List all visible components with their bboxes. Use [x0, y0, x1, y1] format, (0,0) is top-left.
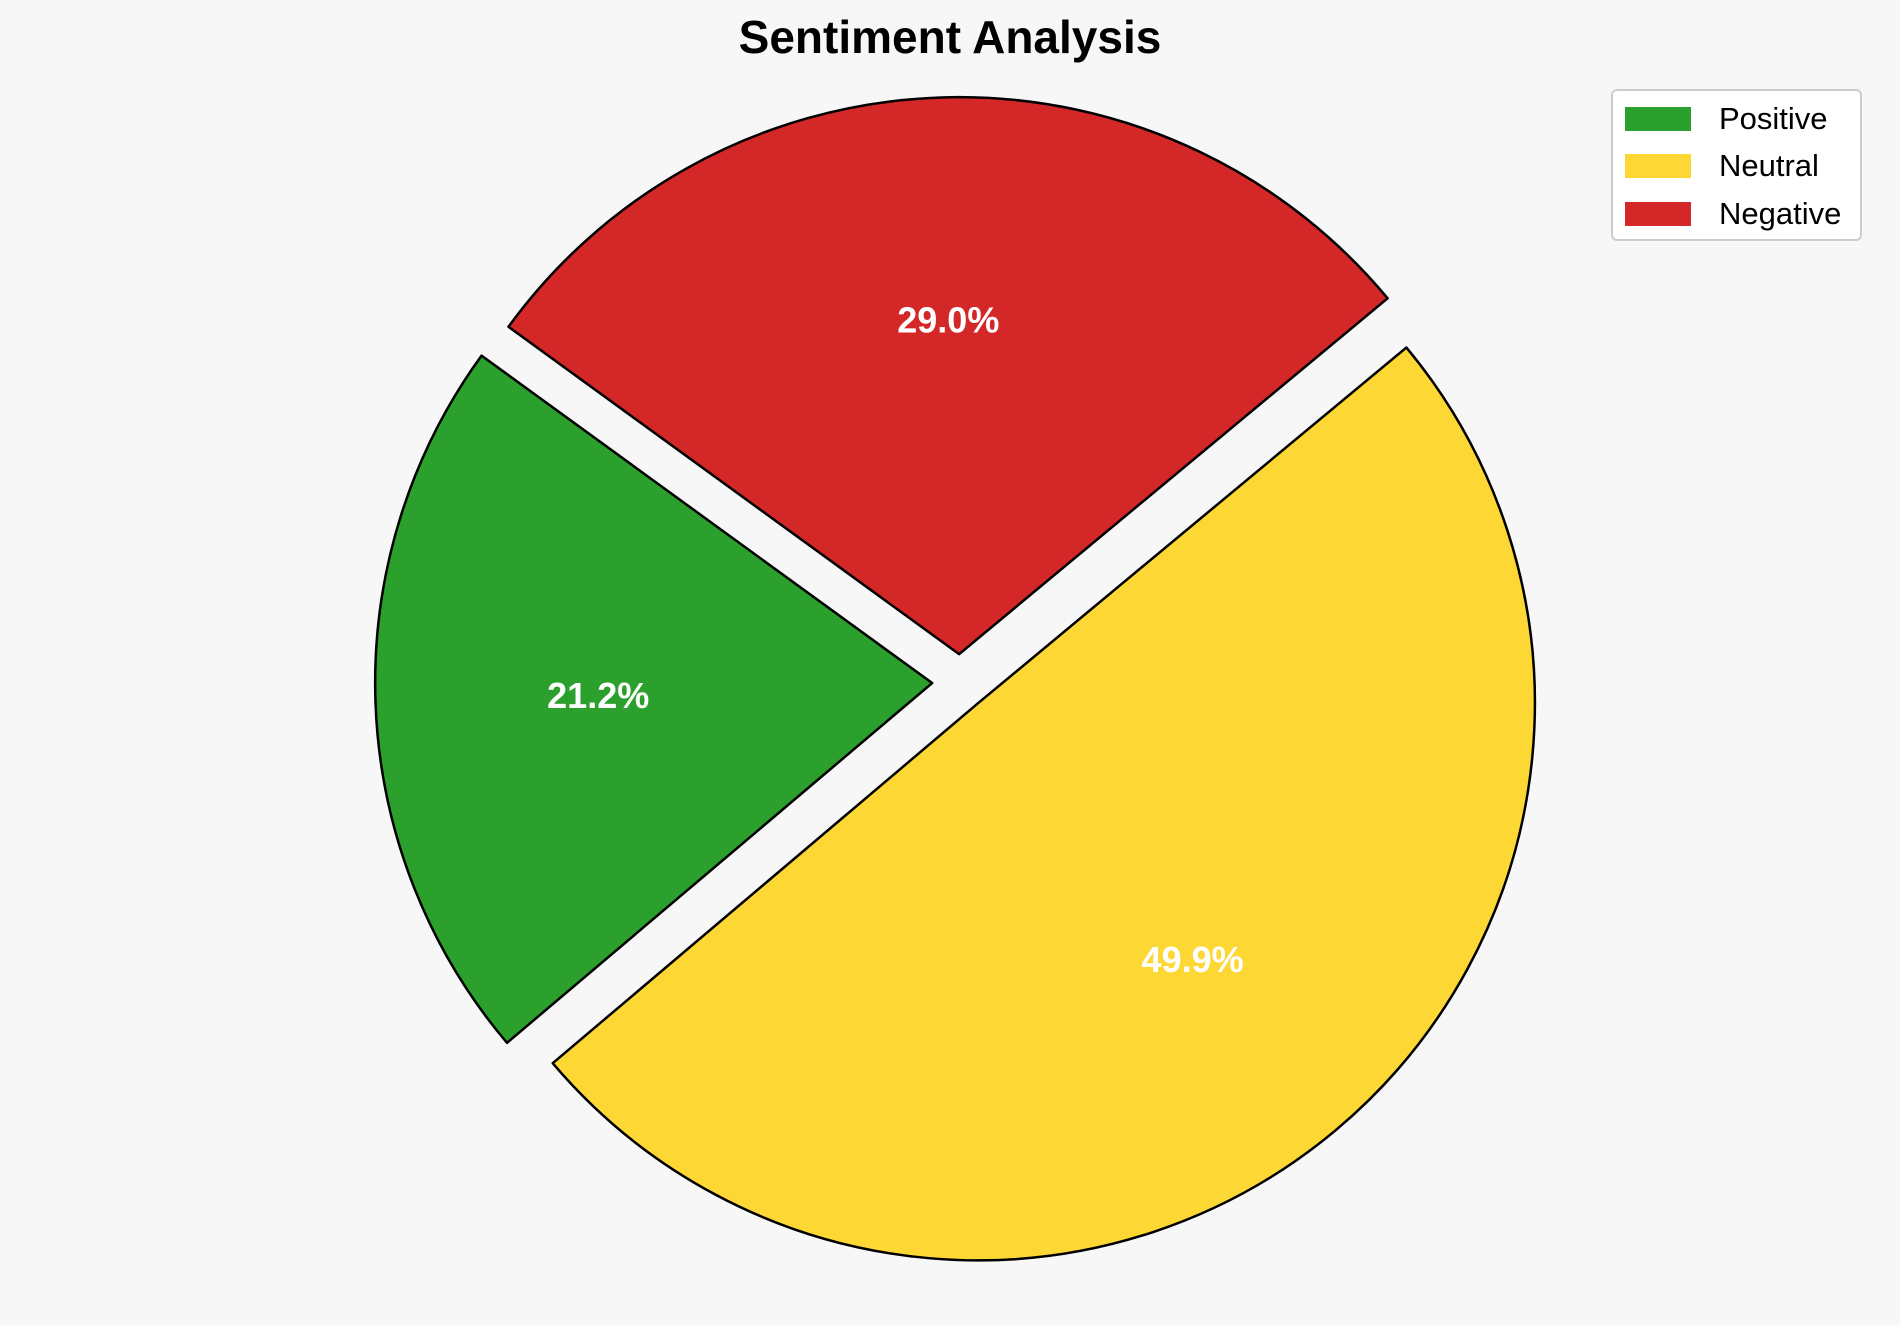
- legend-swatch-positive: [1625, 107, 1691, 131]
- pie-slice-negative: [507, 95, 1389, 656]
- legend-label-neutral: Neutral: [1719, 148, 1819, 183]
- slice-label-positive: 21.2%: [547, 675, 649, 716]
- legend-swatch-negative: [1625, 202, 1691, 226]
- slice-label-negative: 29.0%: [897, 300, 999, 341]
- slice-label-neutral: 49.9%: [1142, 939, 1244, 980]
- legend-label-positive: Positive: [1719, 101, 1828, 136]
- legend-item-negative: Negative: [1625, 194, 1841, 234]
- pie-slices: [373, 95, 1537, 1262]
- legend-swatch-neutral: [1625, 154, 1691, 178]
- legend-label-negative: Negative: [1719, 196, 1842, 231]
- pie-slice-neutral: [551, 346, 1537, 1262]
- pie-slice-positive: [373, 354, 934, 1045]
- pie-labels: 21.2% 49.9% 29.0%: [547, 300, 1243, 980]
- legend-item-positive: Positive: [1625, 99, 1828, 139]
- legend-item-neutral: Neutral: [1625, 146, 1819, 186]
- legend: Positive Neutral Negative: [1611, 89, 1862, 241]
- chart-title: Sentiment Analysis: [738, 11, 1162, 63]
